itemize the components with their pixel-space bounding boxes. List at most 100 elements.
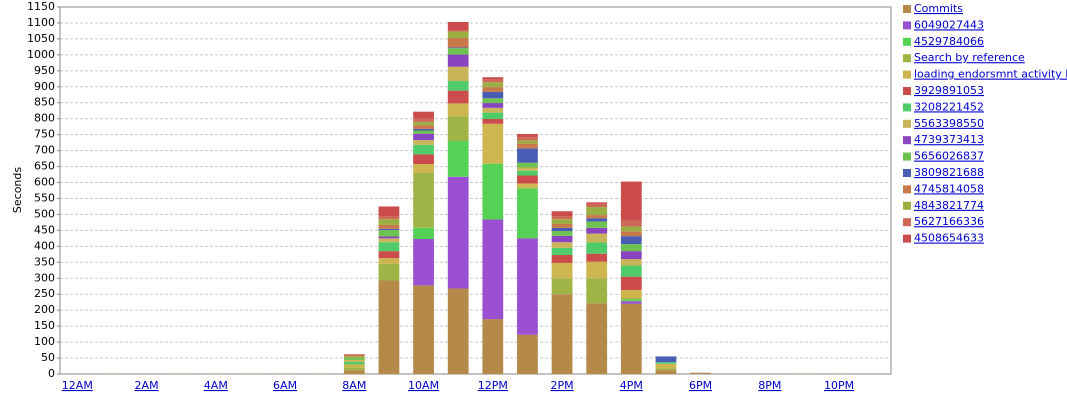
- legend-entry[interactable]: 4745814058: [914, 182, 984, 195]
- bar-segment: [413, 154, 434, 165]
- bar-segment: [447, 66, 469, 82]
- bar-segment: [343, 354, 365, 357]
- bar-segment: [551, 216, 573, 220]
- bar-segment: [517, 134, 538, 138]
- bar-segment: [517, 137, 538, 141]
- x-tick-label[interactable]: 6AM: [273, 379, 297, 392]
- bar-segment: [482, 82, 504, 88]
- bar-segment: [378, 219, 400, 225]
- bar-segment: [447, 141, 469, 177]
- x-tick-label[interactable]: 8AM: [342, 379, 366, 392]
- bar-segment: [343, 358, 365, 360]
- y-tick-label: 350: [34, 255, 55, 268]
- legend-entry[interactable]: 4529784066: [914, 35, 984, 48]
- y-tick-label: 750: [34, 128, 55, 141]
- bar-segment: [551, 227, 573, 232]
- bar-segment: [586, 202, 608, 204]
- legend-entry[interactable]: 4508654633: [914, 232, 984, 245]
- bar-segment: [378, 216, 400, 220]
- bar-segment: [447, 48, 469, 55]
- legend-entry[interactable]: 3929891053: [914, 84, 984, 97]
- legend-entry[interactable]: 3809821688: [914, 166, 984, 179]
- x-tick-label[interactable]: 2AM: [135, 379, 159, 392]
- bar-segment: [586, 207, 608, 216]
- bar-segment: [482, 98, 504, 104]
- bar-segment: [482, 219, 504, 320]
- bar-segment: [482, 79, 504, 83]
- legend-swatch: [903, 103, 911, 112]
- bar-segment: [447, 54, 469, 67]
- bar-segment: [378, 206, 400, 217]
- bar-segment: [447, 288, 469, 374]
- x-tick-label[interactable]: 12AM: [62, 379, 93, 392]
- legend-entry[interactable]: 5627166336: [914, 215, 984, 228]
- x-tick-label[interactable]: 2PM: [551, 379, 574, 392]
- bar-segment: [655, 368, 677, 371]
- bar-segment: [551, 219, 573, 225]
- bar-segment: [378, 251, 400, 259]
- bar-segment: [620, 299, 642, 302]
- legend-entry[interactable]: loading endorsmnt activity log: [914, 68, 1067, 81]
- legend-entry[interactable]: 4843821774: [914, 199, 984, 212]
- bar-segment: [620, 276, 642, 291]
- legend-entry[interactable]: Commits: [914, 2, 963, 15]
- bar-segment: [413, 118, 434, 122]
- legend-entry[interactable]: 5563398550: [914, 117, 984, 130]
- y-tick-label: 700: [34, 144, 55, 157]
- bar-segment: [551, 231, 573, 236]
- bar-segment: [378, 242, 400, 252]
- bar-segment: [343, 367, 365, 371]
- bar-segment: [378, 280, 400, 374]
- bar-segment: [517, 175, 538, 184]
- legend-swatch: [903, 70, 911, 79]
- bar-segment: [551, 294, 573, 374]
- legend-entry[interactable]: 6049027443: [914, 18, 984, 31]
- bar-segment: [620, 231, 642, 237]
- bar-segment: [551, 262, 573, 279]
- bar-segment: [586, 242, 608, 254]
- bar-segment: [586, 203, 608, 208]
- y-tick-label: 950: [34, 64, 55, 77]
- y-tick-label: 500: [34, 207, 55, 220]
- legend-entry[interactable]: 5656026837: [914, 150, 984, 163]
- y-tick-label: 800: [34, 112, 55, 125]
- bar-segment: [482, 112, 504, 120]
- bar-segment: [517, 170, 538, 176]
- y-axis-label: Seconds: [11, 167, 24, 213]
- bar-segment: [413, 144, 434, 155]
- y-tick-label: 250: [34, 287, 55, 300]
- y-tick-label: 1050: [27, 32, 55, 45]
- bar-segment: [586, 215, 608, 219]
- bar-segment: [413, 121, 434, 126]
- bar-segment: [551, 254, 573, 263]
- bar-segment: [690, 372, 711, 374]
- y-tick-label: 900: [34, 80, 55, 93]
- legend-entry[interactable]: 3208221452: [914, 100, 984, 113]
- x-tick-label[interactable]: 10PM: [824, 379, 854, 392]
- bar-segment: [655, 362, 677, 364]
- y-tick-label: 600: [34, 176, 55, 189]
- y-tick-label: 100: [34, 335, 55, 348]
- x-tick-label[interactable]: 12PM: [478, 379, 508, 392]
- legend-entry[interactable]: Search by reference: [914, 51, 1025, 64]
- bar-segment: [551, 211, 573, 217]
- x-tick-label[interactable]: 4PM: [620, 379, 643, 392]
- legend-entry[interactable]: 4739373413: [914, 133, 984, 146]
- x-tick-label[interactable]: 8PM: [758, 379, 781, 392]
- bar-segment: [482, 119, 504, 124]
- bar-segment: [517, 143, 538, 149]
- x-tick-label[interactable]: 6PM: [689, 379, 712, 392]
- bar-segment: [517, 183, 538, 189]
- x-tick-label[interactable]: 10AM: [408, 379, 439, 392]
- bar-segment: [482, 163, 504, 220]
- y-tick-label: 150: [34, 319, 55, 332]
- y-tick-label: 850: [34, 96, 55, 109]
- legend-swatch: [903, 54, 911, 63]
- bar-segment: [413, 133, 434, 141]
- bar-segment: [378, 228, 400, 231]
- legend-swatch: [903, 152, 911, 161]
- bar-segment: [620, 265, 642, 277]
- x-tick-label[interactable]: 4AM: [204, 379, 228, 392]
- legend-swatch: [903, 218, 911, 227]
